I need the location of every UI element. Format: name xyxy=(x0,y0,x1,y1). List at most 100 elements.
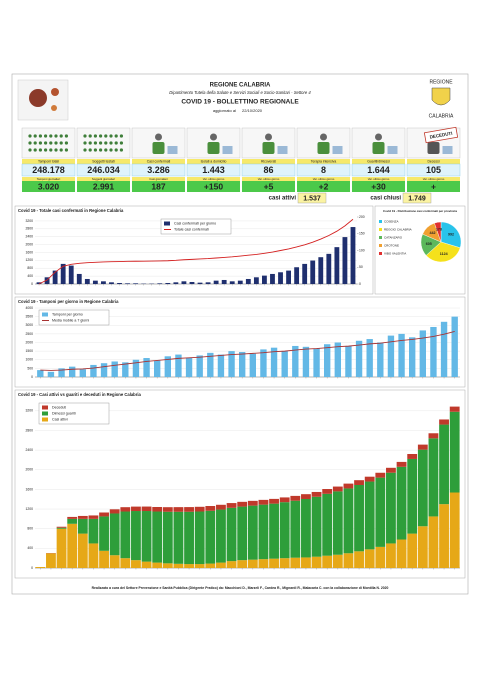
icon-dot xyxy=(114,134,118,138)
stat-sublabel-bg xyxy=(77,177,130,181)
bar xyxy=(60,263,66,284)
y-tick-label: 1600 xyxy=(25,250,33,254)
bar-segment xyxy=(269,498,279,504)
icon-dot xyxy=(114,148,118,152)
stat-subvalue: +150 xyxy=(204,181,223,191)
bar xyxy=(185,358,193,377)
icon-head xyxy=(265,133,272,141)
stat-label: Terapia intensiva xyxy=(311,159,337,163)
bar-segment xyxy=(301,494,311,499)
y-tick-label: 3200 xyxy=(25,409,33,413)
bar xyxy=(111,361,118,377)
y-tick-label: 1500 xyxy=(25,349,33,353)
right-logo: REGIONE CALABRIA xyxy=(429,79,454,119)
icon-dot xyxy=(119,134,123,138)
stat-value-bg xyxy=(406,163,461,177)
bar xyxy=(221,279,227,284)
bar xyxy=(133,283,139,284)
bar xyxy=(132,359,140,377)
bar-segment xyxy=(88,543,99,568)
stat-label-bg xyxy=(242,159,295,164)
bar-segment xyxy=(194,511,205,565)
bar xyxy=(92,280,98,284)
y-tick-label: 2400 xyxy=(25,235,33,239)
stat-sublabel-bg xyxy=(22,177,75,181)
y-tick-label: 0 xyxy=(31,375,33,379)
bar xyxy=(366,339,373,377)
bar-segment xyxy=(364,549,375,568)
bar xyxy=(292,345,299,377)
icon-dot xyxy=(93,148,97,152)
bar xyxy=(342,237,348,284)
bar-segment xyxy=(354,480,364,485)
icon-dot xyxy=(54,148,58,152)
bar-segment xyxy=(226,503,237,508)
legend-swatch xyxy=(379,244,382,247)
icon-dot xyxy=(99,134,103,138)
icon-object xyxy=(277,146,288,154)
icon-head xyxy=(155,133,162,141)
bar xyxy=(197,282,203,284)
bar-segment xyxy=(311,556,322,568)
footer: Realizzato a cura del Settore Prevenzion… xyxy=(92,586,389,590)
bar xyxy=(302,263,308,284)
legend-swatch xyxy=(164,221,170,226)
bar xyxy=(377,342,384,377)
bar-segment xyxy=(364,481,375,550)
legend-swatch xyxy=(42,312,48,317)
legend-swatch xyxy=(379,228,382,231)
bar-segment xyxy=(428,433,439,439)
logo-shield xyxy=(431,87,451,106)
bar-segment xyxy=(194,506,205,512)
y-tick-label: 2000 xyxy=(25,468,33,472)
bar-segment xyxy=(332,486,343,492)
stat-label: Casi confermati xyxy=(147,159,171,163)
bar-segment xyxy=(343,553,354,568)
stat-sublabel: Var. ultimo giorno xyxy=(368,177,390,181)
virus-icon xyxy=(51,105,57,111)
stat-value-bg xyxy=(296,163,351,177)
bar-segment xyxy=(226,507,237,562)
bar-segment xyxy=(375,477,386,547)
stat-label: Decessi xyxy=(427,159,439,163)
icon-object xyxy=(332,146,343,154)
bar-segment xyxy=(131,511,141,561)
total-value-bg xyxy=(402,192,432,204)
bar-segment xyxy=(449,411,460,493)
bar-segment xyxy=(216,504,226,510)
bar-segment xyxy=(67,523,78,568)
y-tick-label: 0 xyxy=(31,282,33,286)
pie-slice xyxy=(434,221,442,243)
icon-dot xyxy=(104,141,108,145)
bar-segment xyxy=(396,466,407,540)
stat-value: 3.286 xyxy=(147,165,170,175)
bar xyxy=(36,282,42,284)
stat-sublabel: Tamponi giornalieri xyxy=(37,177,61,181)
bar xyxy=(100,363,108,377)
bar xyxy=(409,337,416,377)
slice-label: 1124 xyxy=(440,252,448,256)
bar-segment xyxy=(162,507,173,512)
header-title: REGIONE CALABRIA xyxy=(210,83,271,89)
legend-label: VIBO VALENTIA xyxy=(384,251,406,255)
bar xyxy=(270,273,275,284)
stat-sublabel-bg xyxy=(352,177,405,181)
bar xyxy=(173,282,179,284)
icon-dot xyxy=(83,134,87,138)
stat-subvalue: 2.991 xyxy=(93,181,115,191)
stat-value-bg xyxy=(241,163,296,177)
icon-dot xyxy=(64,134,68,138)
stat-subvalue-bg xyxy=(352,181,405,192)
bar xyxy=(164,356,171,377)
updated-date: 22/10/2020 xyxy=(242,108,263,113)
bar-segment xyxy=(311,491,322,497)
bar xyxy=(262,275,267,284)
bar-segment xyxy=(279,497,290,503)
stat-subvalue-bg xyxy=(187,181,240,192)
icon-dot xyxy=(28,148,32,152)
icon-body xyxy=(207,142,220,154)
bar-segment xyxy=(396,539,407,568)
stat-subvalue-bg xyxy=(22,181,75,192)
left-logo xyxy=(17,79,69,121)
